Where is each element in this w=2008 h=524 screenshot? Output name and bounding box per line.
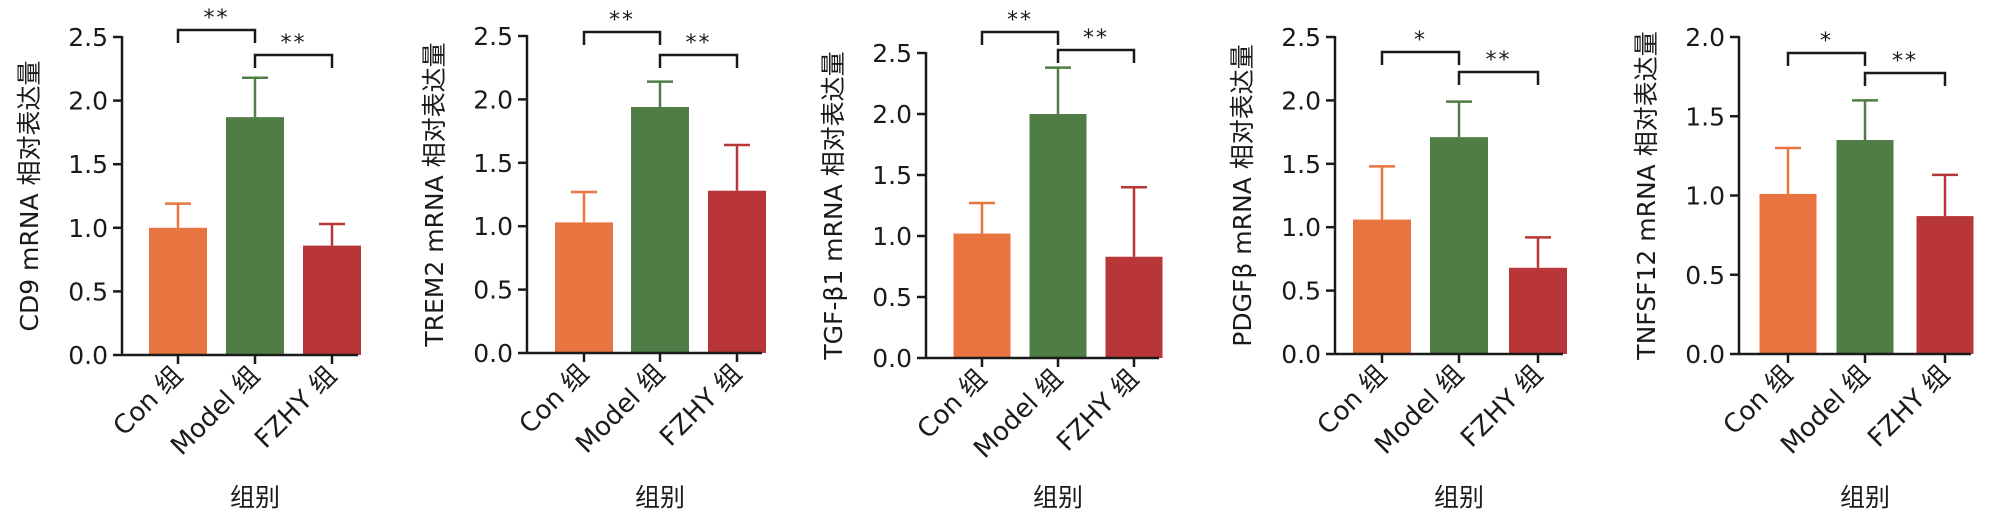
significance-bracket	[582, 30, 662, 45]
bar	[1759, 193, 1817, 354]
x-axis-title: 组别	[635, 483, 685, 512]
y-tick-label: 1.0	[473, 212, 513, 241]
x-tick-label: FZHY 组	[1051, 364, 1145, 458]
y-tick-label: 2.0	[872, 100, 912, 129]
significance-label: **	[204, 6, 230, 31]
significance-label: **	[1486, 48, 1512, 73]
significance-label: **	[281, 31, 307, 56]
significance-bracket	[1786, 51, 1867, 66]
x-axis-title: 组别	[1840, 483, 1890, 512]
bar	[226, 117, 284, 355]
x-axis-title: 组别	[1033, 483, 1083, 512]
significance-bracket	[1863, 71, 1947, 86]
bar	[631, 107, 689, 354]
y-tick-label: 0.0	[1281, 340, 1321, 369]
bar	[1353, 219, 1411, 354]
significance-bracket	[1457, 70, 1540, 85]
significance-label: **	[1892, 49, 1918, 74]
y-tick-label: 2.5	[872, 39, 912, 68]
significance-bracket	[1380, 50, 1461, 65]
x-tick-label: FZHY 组	[1862, 360, 1956, 454]
significance-bracket	[980, 30, 1060, 45]
y-tick-label: 1.5	[473, 149, 513, 178]
y-tick-label: 2.0	[1685, 23, 1725, 52]
significance-bracket	[253, 53, 334, 68]
significance-label: **	[609, 8, 635, 33]
y-tick-label: 1.0	[1685, 182, 1725, 211]
y-tick-label: 1.0	[872, 222, 912, 251]
bar	[1836, 140, 1894, 354]
y-tick-label: 2.0	[473, 85, 513, 114]
significance-label: *	[1414, 28, 1427, 53]
x-tick-label: FZHY 组	[1455, 360, 1549, 454]
bar	[708, 190, 766, 353]
y-tick-label: 0.0	[473, 339, 513, 368]
bar	[303, 245, 361, 355]
y-tick-label: 0.5	[473, 276, 513, 305]
y-tick-label: 2.0	[68, 87, 108, 116]
y-axis-title: PDGFβ mRNA 相对表达量	[1228, 44, 1257, 346]
y-tick-label: 0.0	[1685, 340, 1725, 369]
y-axis-title: TNFSF12 mRNA 相对表达量	[1632, 31, 1661, 360]
bar	[1105, 256, 1163, 358]
bar	[1916, 216, 1974, 354]
significance-bracket	[176, 28, 257, 43]
bar	[149, 227, 207, 355]
y-tick-label: 0.0	[68, 341, 108, 370]
y-tick-label: 1.0	[68, 214, 108, 243]
significance-label: *	[1820, 29, 1833, 54]
bar	[1029, 114, 1087, 358]
bar	[1509, 267, 1567, 354]
y-axis-title: CD9 mRNA 相对表达量	[15, 60, 44, 331]
y-tick-label: 0.5	[1281, 277, 1321, 306]
bar	[1430, 137, 1488, 354]
y-tick-label: 0.5	[872, 283, 912, 312]
x-axis-title: 组别	[1434, 483, 1484, 512]
y-tick-label: 1.5	[1281, 150, 1321, 179]
y-axis-title: TGF-β1 mRNA 相对表达量	[819, 51, 848, 360]
y-tick-label: 2.5	[1281, 23, 1321, 52]
y-tick-label: 1.5	[1685, 102, 1725, 131]
significance-label: **	[1083, 26, 1109, 51]
y-tick-label: 1.0	[1281, 213, 1321, 242]
x-tick-label: FZHY 组	[654, 359, 748, 453]
y-tick-label: 2.5	[473, 22, 513, 51]
y-tick-label: 1.5	[68, 150, 108, 179]
y-tick-label: 2.5	[68, 23, 108, 52]
y-tick-label: 0.0	[872, 344, 912, 373]
bar	[555, 222, 613, 353]
x-tick-label: FZHY 组	[249, 361, 343, 455]
significance-label: **	[1007, 8, 1033, 33]
bar	[953, 233, 1011, 358]
significance-label: **	[686, 31, 712, 56]
y-tick-label: 0.5	[1685, 261, 1725, 290]
significance-bracket	[658, 53, 739, 68]
y-tick-label: 1.5	[872, 161, 912, 190]
x-axis-title: 组别	[230, 483, 280, 512]
y-axis-title: TREM2 mRNA 相对表达量	[420, 42, 449, 347]
y-tick-label: 0.5	[68, 277, 108, 306]
significance-bracket	[1056, 48, 1136, 63]
y-tick-label: 2.0	[1281, 86, 1321, 115]
